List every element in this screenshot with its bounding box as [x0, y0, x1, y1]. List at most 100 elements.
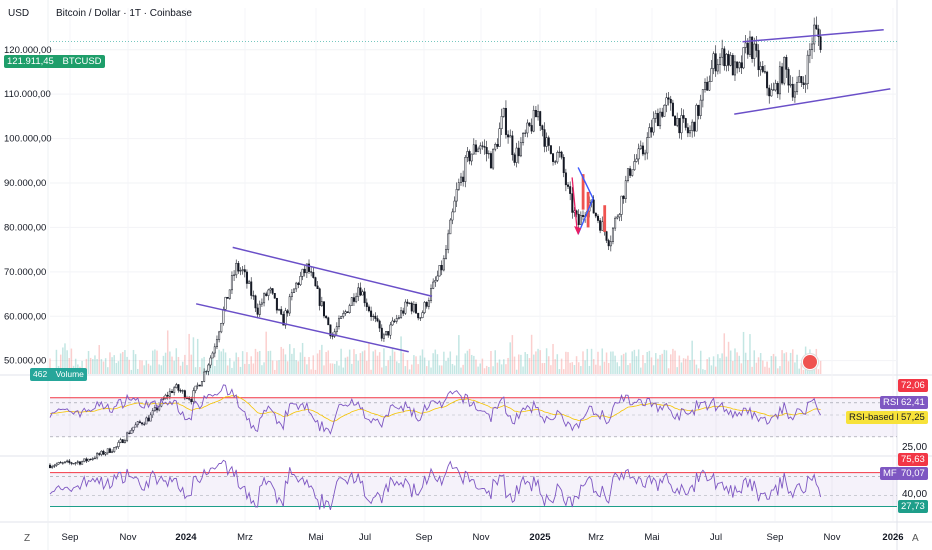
volume-bar: [605, 352, 608, 374]
candle-body: [513, 154, 516, 163]
candle-body: [481, 145, 484, 147]
volume-bar: [162, 355, 165, 374]
candle-body: [218, 331, 221, 340]
volume-bar: [96, 359, 98, 374]
volume-bar: [552, 343, 554, 374]
volume-bar: [627, 365, 629, 374]
candle-body: [541, 125, 544, 130]
volume-bar: [567, 352, 569, 374]
mfi-indicator: [49, 459, 897, 511]
candle-body: [650, 127, 653, 133]
volume-bar: [301, 342, 304, 374]
volume-bar: [111, 357, 113, 374]
candle-body: [408, 302, 411, 304]
volume-bar: [406, 360, 409, 374]
rsi-ma-label-badge: RSI-based MA: [846, 411, 914, 424]
candle-body: [701, 89, 704, 101]
volume-bar: [134, 354, 137, 374]
volume-bar: [665, 350, 668, 374]
volume-bar: [719, 358, 721, 374]
candle-body: [173, 387, 176, 393]
volume-bar: [398, 363, 400, 374]
candle-body: [596, 215, 599, 221]
volume-bar: [192, 337, 195, 374]
volume-bar: [575, 356, 578, 374]
candle-body: [402, 310, 405, 314]
candle-body: [716, 64, 719, 72]
candle-body: [808, 49, 811, 56]
candle-body: [635, 158, 638, 162]
candle-body: [678, 118, 681, 134]
log-scale-toggle[interactable]: Z: [24, 533, 31, 544]
rsi-value-badge: 62,41: [898, 396, 928, 409]
time-tick-label: Mrz: [237, 532, 253, 543]
volume-bar: [158, 364, 160, 374]
candle-body: [226, 296, 229, 299]
candle-body: [391, 320, 394, 326]
candle-body: [335, 326, 338, 333]
volume-bar: [109, 352, 111, 374]
candle-body: [74, 462, 77, 464]
volume-bar: [94, 355, 96, 374]
candle-body: [252, 295, 255, 297]
volume-bar: [562, 369, 565, 374]
candle-body: [641, 145, 644, 155]
candle-body: [472, 144, 475, 155]
candle-body: [417, 312, 420, 319]
volume-bar: [556, 354, 559, 374]
volume-bars: [49, 330, 822, 374]
candle-body: [63, 461, 66, 463]
volume-bar: [137, 368, 139, 374]
volume-bar: [274, 369, 276, 374]
candle-body: [697, 104, 700, 116]
volume-bar: [286, 361, 289, 374]
candle-body: [100, 450, 103, 455]
candle-body: [528, 122, 531, 126]
candle-body: [464, 157, 467, 182]
candle-body: [774, 83, 777, 91]
candle-body: [303, 268, 306, 274]
candle-body: [789, 83, 792, 86]
volume-bar: [612, 351, 614, 374]
trendline-drawings[interactable]: [195, 29, 891, 353]
volume-bar: [725, 356, 728, 374]
candle-body: [102, 450, 105, 455]
volume-bar: [738, 355, 741, 374]
volume-bar: [458, 335, 460, 374]
volume-bar: [55, 349, 58, 374]
volume-bar: [693, 359, 696, 374]
auto-scale-toggle[interactable]: A: [912, 533, 919, 544]
candle-body: [213, 346, 216, 354]
candle-body: [622, 195, 625, 199]
candle-body: [355, 296, 358, 302]
candle-body: [676, 118, 679, 126]
candle-body: [693, 121, 696, 132]
volume-bar: [201, 358, 203, 374]
candle-body: [558, 151, 561, 153]
candle-body: [470, 153, 473, 162]
candle-body: [237, 263, 240, 272]
candle-body: [284, 310, 287, 326]
candle-body: [582, 215, 585, 217]
volume-bar: [139, 360, 141, 374]
candle-body: [502, 108, 505, 117]
volume-bar: [269, 350, 272, 374]
candle-body: [162, 398, 165, 400]
volume-bar: [250, 356, 252, 374]
currency-label[interactable]: USD: [8, 8, 30, 19]
volume-bar: [402, 352, 404, 374]
candle-body: [680, 115, 683, 134]
volume-bar: [400, 336, 402, 374]
event-icon[interactable]: [802, 354, 818, 370]
volume-bar: [560, 358, 563, 374]
candle-body: [509, 135, 512, 138]
candle-body: [793, 91, 796, 98]
volume-bar: [299, 352, 302, 374]
volume-bar: [449, 351, 452, 374]
volume-bar: [115, 362, 118, 374]
candle-body: [695, 104, 698, 132]
candle-body: [260, 302, 263, 305]
candle-body: [466, 151, 469, 158]
candle-body: [51, 466, 54, 468]
